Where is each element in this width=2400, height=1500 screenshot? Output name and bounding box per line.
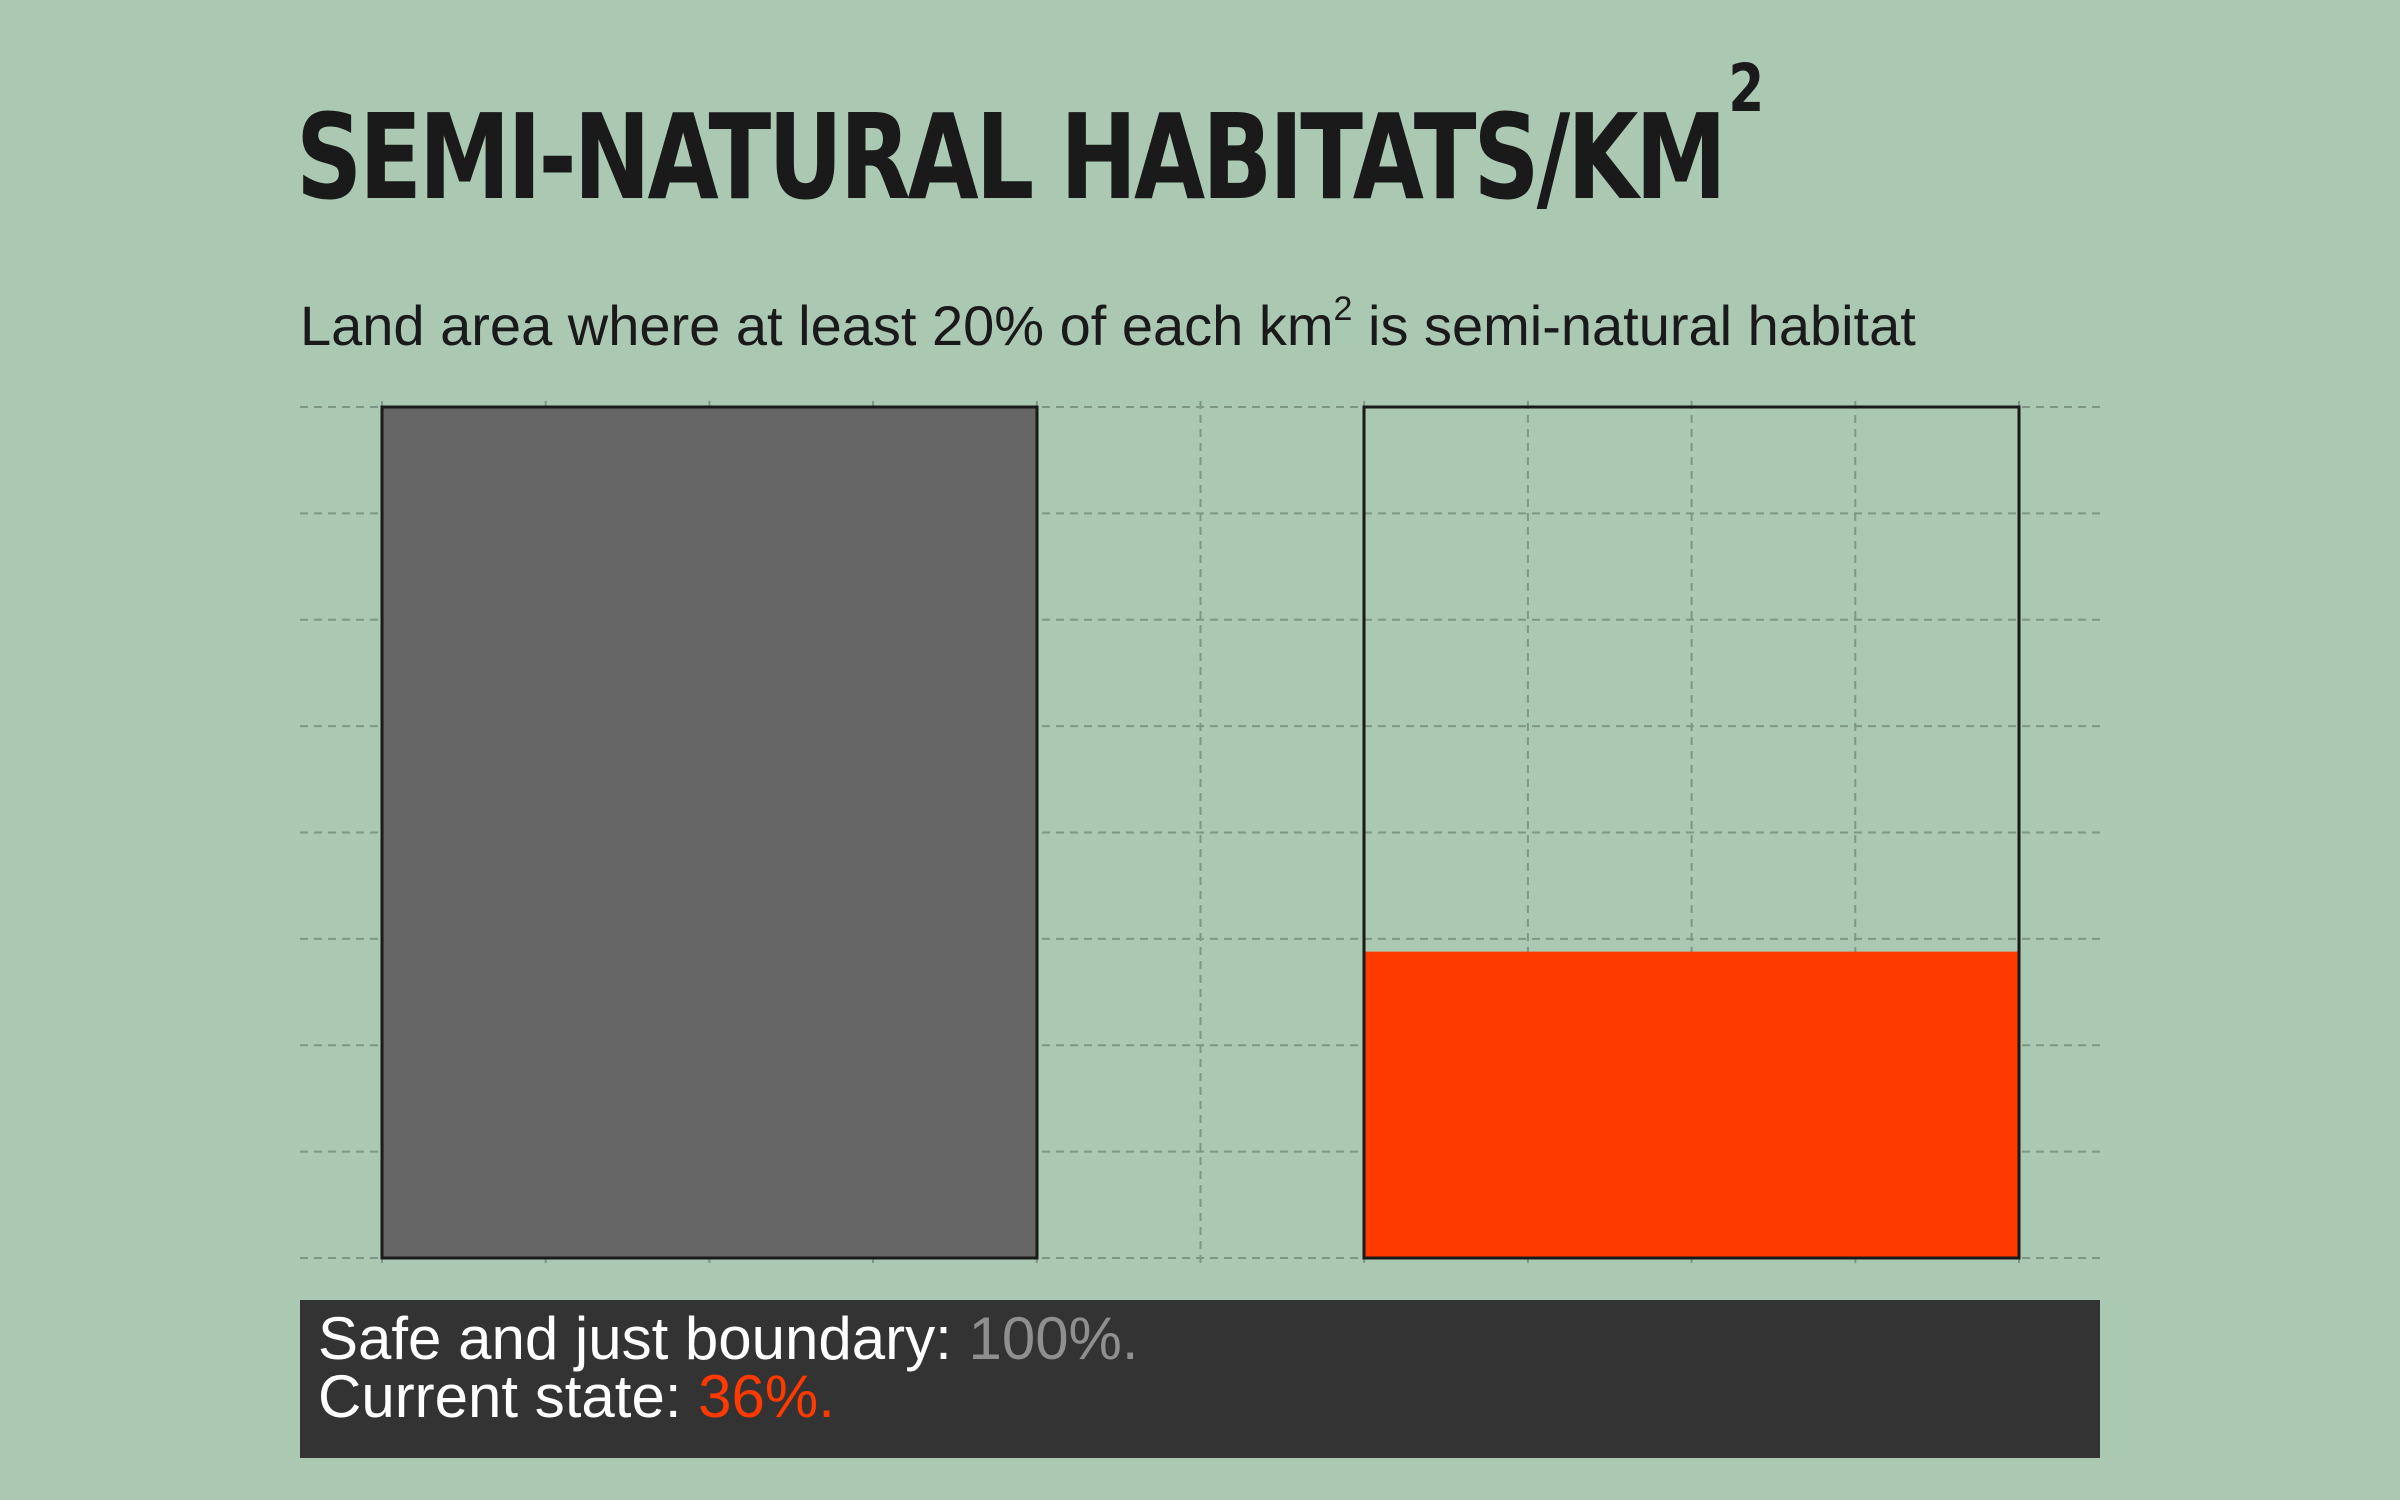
- boundary-summary-line: Safe and just boundary: 100%.: [318, 1309, 2100, 1369]
- bar-outline-current-state: [1362, 405, 2021, 1260]
- subtitle-text-before: Land area where at least 20% of each: [300, 294, 1259, 357]
- current-value: 36%.: [698, 1363, 835, 1430]
- chart-title: SEMI-NATURAL HABITATS/KM2: [296, 56, 1764, 217]
- current-label: Current state:: [318, 1363, 699, 1430]
- summary-panel: Safe and just boundary: 100%. Current st…: [300, 1300, 2100, 1458]
- chart-title-text: SEMI-NATURAL HABITATS/KM: [296, 88, 1727, 226]
- boundary-value: 100%.: [968, 1305, 1139, 1372]
- bar-outline-safe-and-just-boundary: [380, 405, 1039, 1260]
- chart-subtitle: Land area where at least 20% of each km2…: [300, 292, 1916, 354]
- boundary-label: Safe and just boundary:: [318, 1305, 969, 1372]
- subtitle-superscript: 2: [1333, 290, 1353, 328]
- bar-safe-and-just-boundary: [382, 407, 1037, 1258]
- subtitle-unit: km: [1258, 294, 1334, 357]
- subtitle-text-after: is semi-natural habitat: [1352, 294, 1916, 357]
- current-summary-line: Current state: 36%.: [318, 1367, 2100, 1427]
- bars: [380, 405, 2021, 1260]
- bar-current-state: [1364, 951, 2019, 1258]
- chart-title-superscript: 2: [1728, 50, 1765, 127]
